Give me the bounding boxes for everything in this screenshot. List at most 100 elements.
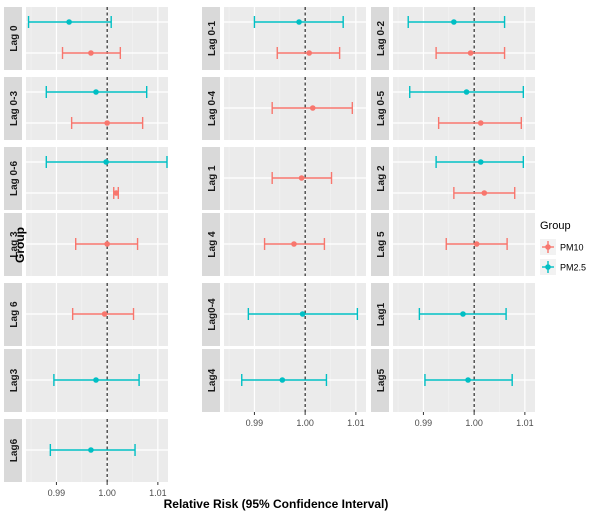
- panel-label: Lag 6: [9, 301, 20, 328]
- panel: Lag 3: [4, 213, 168, 276]
- panel: Lag4: [202, 349, 366, 412]
- panel-background: [224, 7, 366, 70]
- panel-strip: [4, 147, 22, 210]
- panel-strip: [202, 349, 220, 412]
- x-tick-label: 0.99: [48, 488, 66, 498]
- panel-strip: [371, 77, 389, 140]
- legend-items: PM10 PM2.5: [540, 239, 586, 275]
- panel-label: Lag 0-4: [207, 91, 218, 126]
- x-axis-ticks: 0.99 1.00 1.01 0.99 1.00 1.01 0.99 1.00 1.01: [48, 412, 534, 498]
- estimate-point: [93, 89, 99, 95]
- panel-label: Lag 0-3: [9, 91, 20, 126]
- panel-strip: [202, 77, 220, 140]
- panel-strip: [4, 213, 22, 276]
- x-axis-label: Relative Risk (95% Confidence Interval): [164, 497, 389, 511]
- panel-label: Lag0-4: [207, 298, 218, 331]
- x-tick-label: 0.99: [415, 418, 433, 428]
- panel-label: Lag5: [376, 368, 387, 392]
- estimate-point: [88, 50, 94, 56]
- panel-strip: [371, 147, 389, 210]
- estimate-point: [473, 241, 480, 247]
- estimate-point: [101, 311, 108, 317]
- panel: Lag 4: [202, 213, 366, 276]
- panel: Lag 0-3: [4, 77, 168, 140]
- legend-title: Group: [540, 220, 571, 232]
- x-tick-label: 1.01: [516, 418, 534, 428]
- panels-layer: Lag 0 Lag 0-1 Lag 0-2 Lag 0-3 Lag 0-4 Lag 0-5…: [4, 7, 535, 482]
- estimate-point: [279, 377, 286, 383]
- panel-label: Lag 0: [9, 25, 20, 52]
- panel-label: Lag 0-6: [9, 161, 20, 196]
- estimate-point: [477, 159, 484, 165]
- panel: Lag 0-4: [202, 77, 366, 140]
- panel-label: Lag6: [9, 438, 20, 462]
- x-tick-label: 1.01: [149, 488, 167, 498]
- panel-label: Lag 3: [9, 231, 20, 258]
- panel: Lag1: [371, 283, 535, 346]
- legend: Group PM10 PM2.5: [540, 220, 586, 275]
- panel: Lag 0: [4, 7, 168, 70]
- panel: Lag 0-1: [202, 7, 366, 70]
- panel: Lag5: [371, 349, 535, 412]
- panel-strip: [202, 213, 220, 276]
- panel-strip: [4, 349, 22, 412]
- panel: Lag 2: [371, 147, 535, 210]
- legend-key-point: [545, 244, 551, 250]
- panel-label: Lag 0-1: [207, 21, 218, 56]
- panel: Lag 0-2: [371, 7, 535, 70]
- panel: Lag 1: [202, 147, 366, 210]
- estimate-point: [298, 175, 305, 181]
- estimate-point: [93, 377, 99, 383]
- panel-strip: [202, 147, 220, 210]
- estimate-point: [296, 19, 302, 25]
- panel-label: Lag 2: [376, 165, 387, 192]
- panel: Lag3: [4, 349, 168, 412]
- estimate-point: [467, 50, 474, 56]
- estimate-point: [113, 190, 120, 196]
- panel-label: Lag 5: [376, 231, 387, 258]
- panel-background: [26, 7, 168, 70]
- panel: Lag0-4: [202, 283, 366, 346]
- panel-strip: [202, 7, 220, 70]
- panel-label: Lag4: [207, 368, 218, 392]
- legend-label: PM2.5: [560, 263, 586, 273]
- x-tick-label: 0.99: [246, 418, 264, 428]
- panel-strip: [371, 213, 389, 276]
- panel-strip: [4, 419, 22, 482]
- estimate-point: [299, 311, 306, 317]
- estimate-point: [465, 377, 471, 383]
- legend-item: PM10: [540, 239, 584, 255]
- panel-background: [26, 77, 168, 140]
- estimate-point: [463, 89, 470, 95]
- panel-label: Lag1: [376, 302, 387, 326]
- estimate-point: [460, 311, 466, 317]
- panel-label: Lag 1: [207, 165, 218, 192]
- estimate-point: [309, 105, 316, 111]
- estimate-point: [477, 120, 484, 126]
- panel-background: [393, 7, 535, 70]
- estimate-point: [291, 241, 297, 247]
- x-tick-label: 1.00: [296, 418, 314, 428]
- panel-label: Lag3: [9, 368, 20, 392]
- panel: Lag6: [4, 419, 168, 482]
- legend-key-point: [545, 264, 551, 270]
- panel-strip: [371, 7, 389, 70]
- panel-label: Lag 0-2: [376, 21, 387, 56]
- panel-strip: [371, 349, 389, 412]
- panel-strip: [4, 7, 22, 70]
- panel: Lag 0-6: [4, 147, 168, 210]
- panel-strip: [4, 77, 22, 140]
- panel-background: [393, 147, 535, 210]
- panel-strip: [371, 283, 389, 346]
- estimate-point: [103, 159, 109, 165]
- estimate-point: [66, 19, 72, 25]
- panel-background: [26, 147, 168, 210]
- panel-strip: [202, 283, 220, 346]
- panel-label: Lag 0-5: [376, 91, 387, 126]
- panel: Lag 5: [371, 213, 535, 276]
- legend-label: PM10: [560, 243, 584, 253]
- estimate-point: [88, 447, 94, 453]
- legend-item: PM2.5: [540, 259, 586, 275]
- estimate-point: [451, 19, 457, 25]
